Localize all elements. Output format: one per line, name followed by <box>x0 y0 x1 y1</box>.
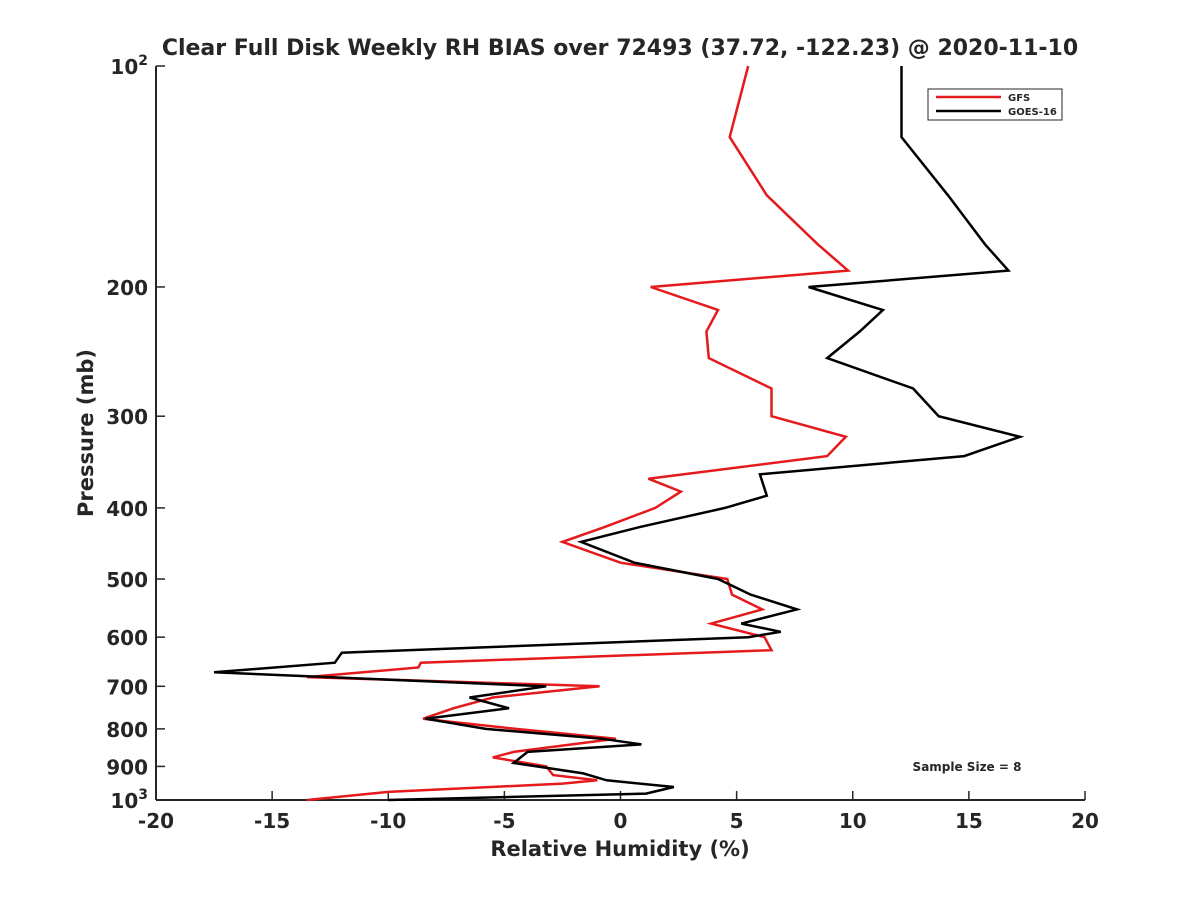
x-tick-label: 15 <box>955 809 983 833</box>
axes: -20 -15 -10 -5 0 5 10 15 20 102 200 300 400 500 600 700… <box>106 53 1099 833</box>
y-tick-label: 500 <box>106 568 148 592</box>
x-tick-label: -10 <box>370 809 406 833</box>
x-tick-label: 5 <box>730 809 744 833</box>
x-tick-label: -15 <box>254 809 290 833</box>
legend: GFS GOES-16 <box>927 88 1063 121</box>
x-tick-label: 0 <box>614 809 628 833</box>
x-tick-label: -5 <box>493 809 515 833</box>
series-line-goes16 <box>214 66 1025 802</box>
x-tick-label: 20 <box>1071 809 1099 833</box>
y-axis-label: Pressure (mb) <box>74 349 98 517</box>
y-tick-label: 103 <box>110 787 148 813</box>
legend-label-gfs: GFS <box>1008 93 1030 104</box>
y-tick-label: 300 <box>106 405 148 429</box>
x-tick-label: -20 <box>138 809 174 833</box>
series-line-gfs <box>306 65 852 802</box>
y-tick-label: 200 <box>106 276 148 300</box>
y-tick-label: 700 <box>106 675 148 699</box>
y-tick-label: 900 <box>106 755 148 779</box>
y-tick-label: 102 <box>110 53 148 79</box>
legend-label-goes16: GOES-16 <box>1008 107 1057 118</box>
chart-title: Clear Full Disk Weekly RH BIAS over 7249… <box>162 36 1078 61</box>
y-tick-label: 600 <box>106 626 148 650</box>
x-axis-label: Relative Humidity (%) <box>490 837 749 861</box>
legend-box <box>927 88 1063 121</box>
x-tick-label: 10 <box>839 809 867 833</box>
series-layer <box>214 65 1025 802</box>
sample-size-annotation: Sample Size = 8 <box>913 760 1022 774</box>
y-tick-label: 400 <box>106 497 148 521</box>
y-tick-label: 800 <box>106 718 148 742</box>
